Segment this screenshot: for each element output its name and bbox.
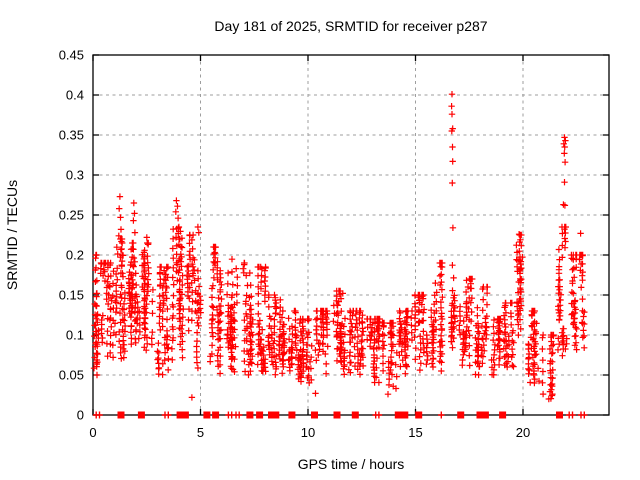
- y-tick-label: 0.05: [59, 368, 84, 383]
- y-tick-label: 0.35: [59, 128, 84, 143]
- zero-cluster-marker: [476, 411, 484, 419]
- y-tick-label: 0.3: [66, 168, 84, 183]
- y-tick-label: 0.15: [59, 288, 84, 303]
- y-tick-label: 0.45: [59, 48, 84, 63]
- zero-cluster-marker: [256, 411, 264, 419]
- border-rect: [92, 54, 610, 416]
- zero-cluster-marker: [457, 411, 465, 419]
- x-tick-label: 15: [408, 425, 422, 440]
- scatter-points: [90, 91, 588, 403]
- zero-cluster-marker: [181, 411, 189, 419]
- zero-cluster-marker: [117, 411, 125, 419]
- plot-border: [92, 54, 610, 416]
- data-points-path: [90, 91, 588, 403]
- x-axis-label: GPS time / hours: [298, 456, 405, 472]
- y-tick-labels: 0 0.05 0.1 0.15 0.2 0.25 0.3 0.35 0.4 0.45: [59, 48, 84, 423]
- x-tick-label: 10: [301, 425, 315, 440]
- x-tick-label: 20: [516, 425, 530, 440]
- zero-cluster-marker: [333, 411, 341, 419]
- zero-cluster-marker: [203, 411, 211, 419]
- zero-cluster-marker: [176, 411, 184, 419]
- zero-cluster-marker: [499, 411, 507, 419]
- x-tick-labels: 0 5 10 15 20: [89, 425, 530, 440]
- zero-cluster-marker: [272, 411, 280, 419]
- chart-title: Day 181 of 2025, SRMTID for receiver p28…: [214, 18, 487, 34]
- zero-cluster-marker: [288, 411, 296, 419]
- y-tick-label: 0.1: [66, 328, 84, 343]
- y-tick-label: 0: [77, 408, 84, 423]
- y-tick-label: 0.2: [66, 248, 84, 263]
- zero-cluster-marker: [212, 411, 220, 419]
- zero-cluster-marker: [481, 411, 489, 419]
- y-tick-label: 0.25: [59, 208, 84, 223]
- zero-cluster-marker: [311, 411, 318, 419]
- zero-cluster-marker: [556, 411, 563, 419]
- zero-cluster-marker: [394, 411, 402, 419]
- x-tick-label: 0: [89, 425, 96, 440]
- zero-cluster-marker: [137, 411, 145, 419]
- zero-cluster-marker: [351, 411, 359, 419]
- zero-cluster-marker: [415, 411, 423, 419]
- zero-cluster-marker: [401, 411, 409, 419]
- y-tick-label: 0.4: [66, 88, 84, 103]
- zero-cluster-marker: [246, 411, 254, 419]
- x-tick-label: 5: [197, 425, 204, 440]
- zero-bar-markers: [93, 411, 588, 419]
- zero-value-markers: [93, 411, 588, 419]
- zero-cluster-marker: [268, 411, 275, 419]
- y-axis-label: SRMTID / TECUs: [4, 180, 20, 290]
